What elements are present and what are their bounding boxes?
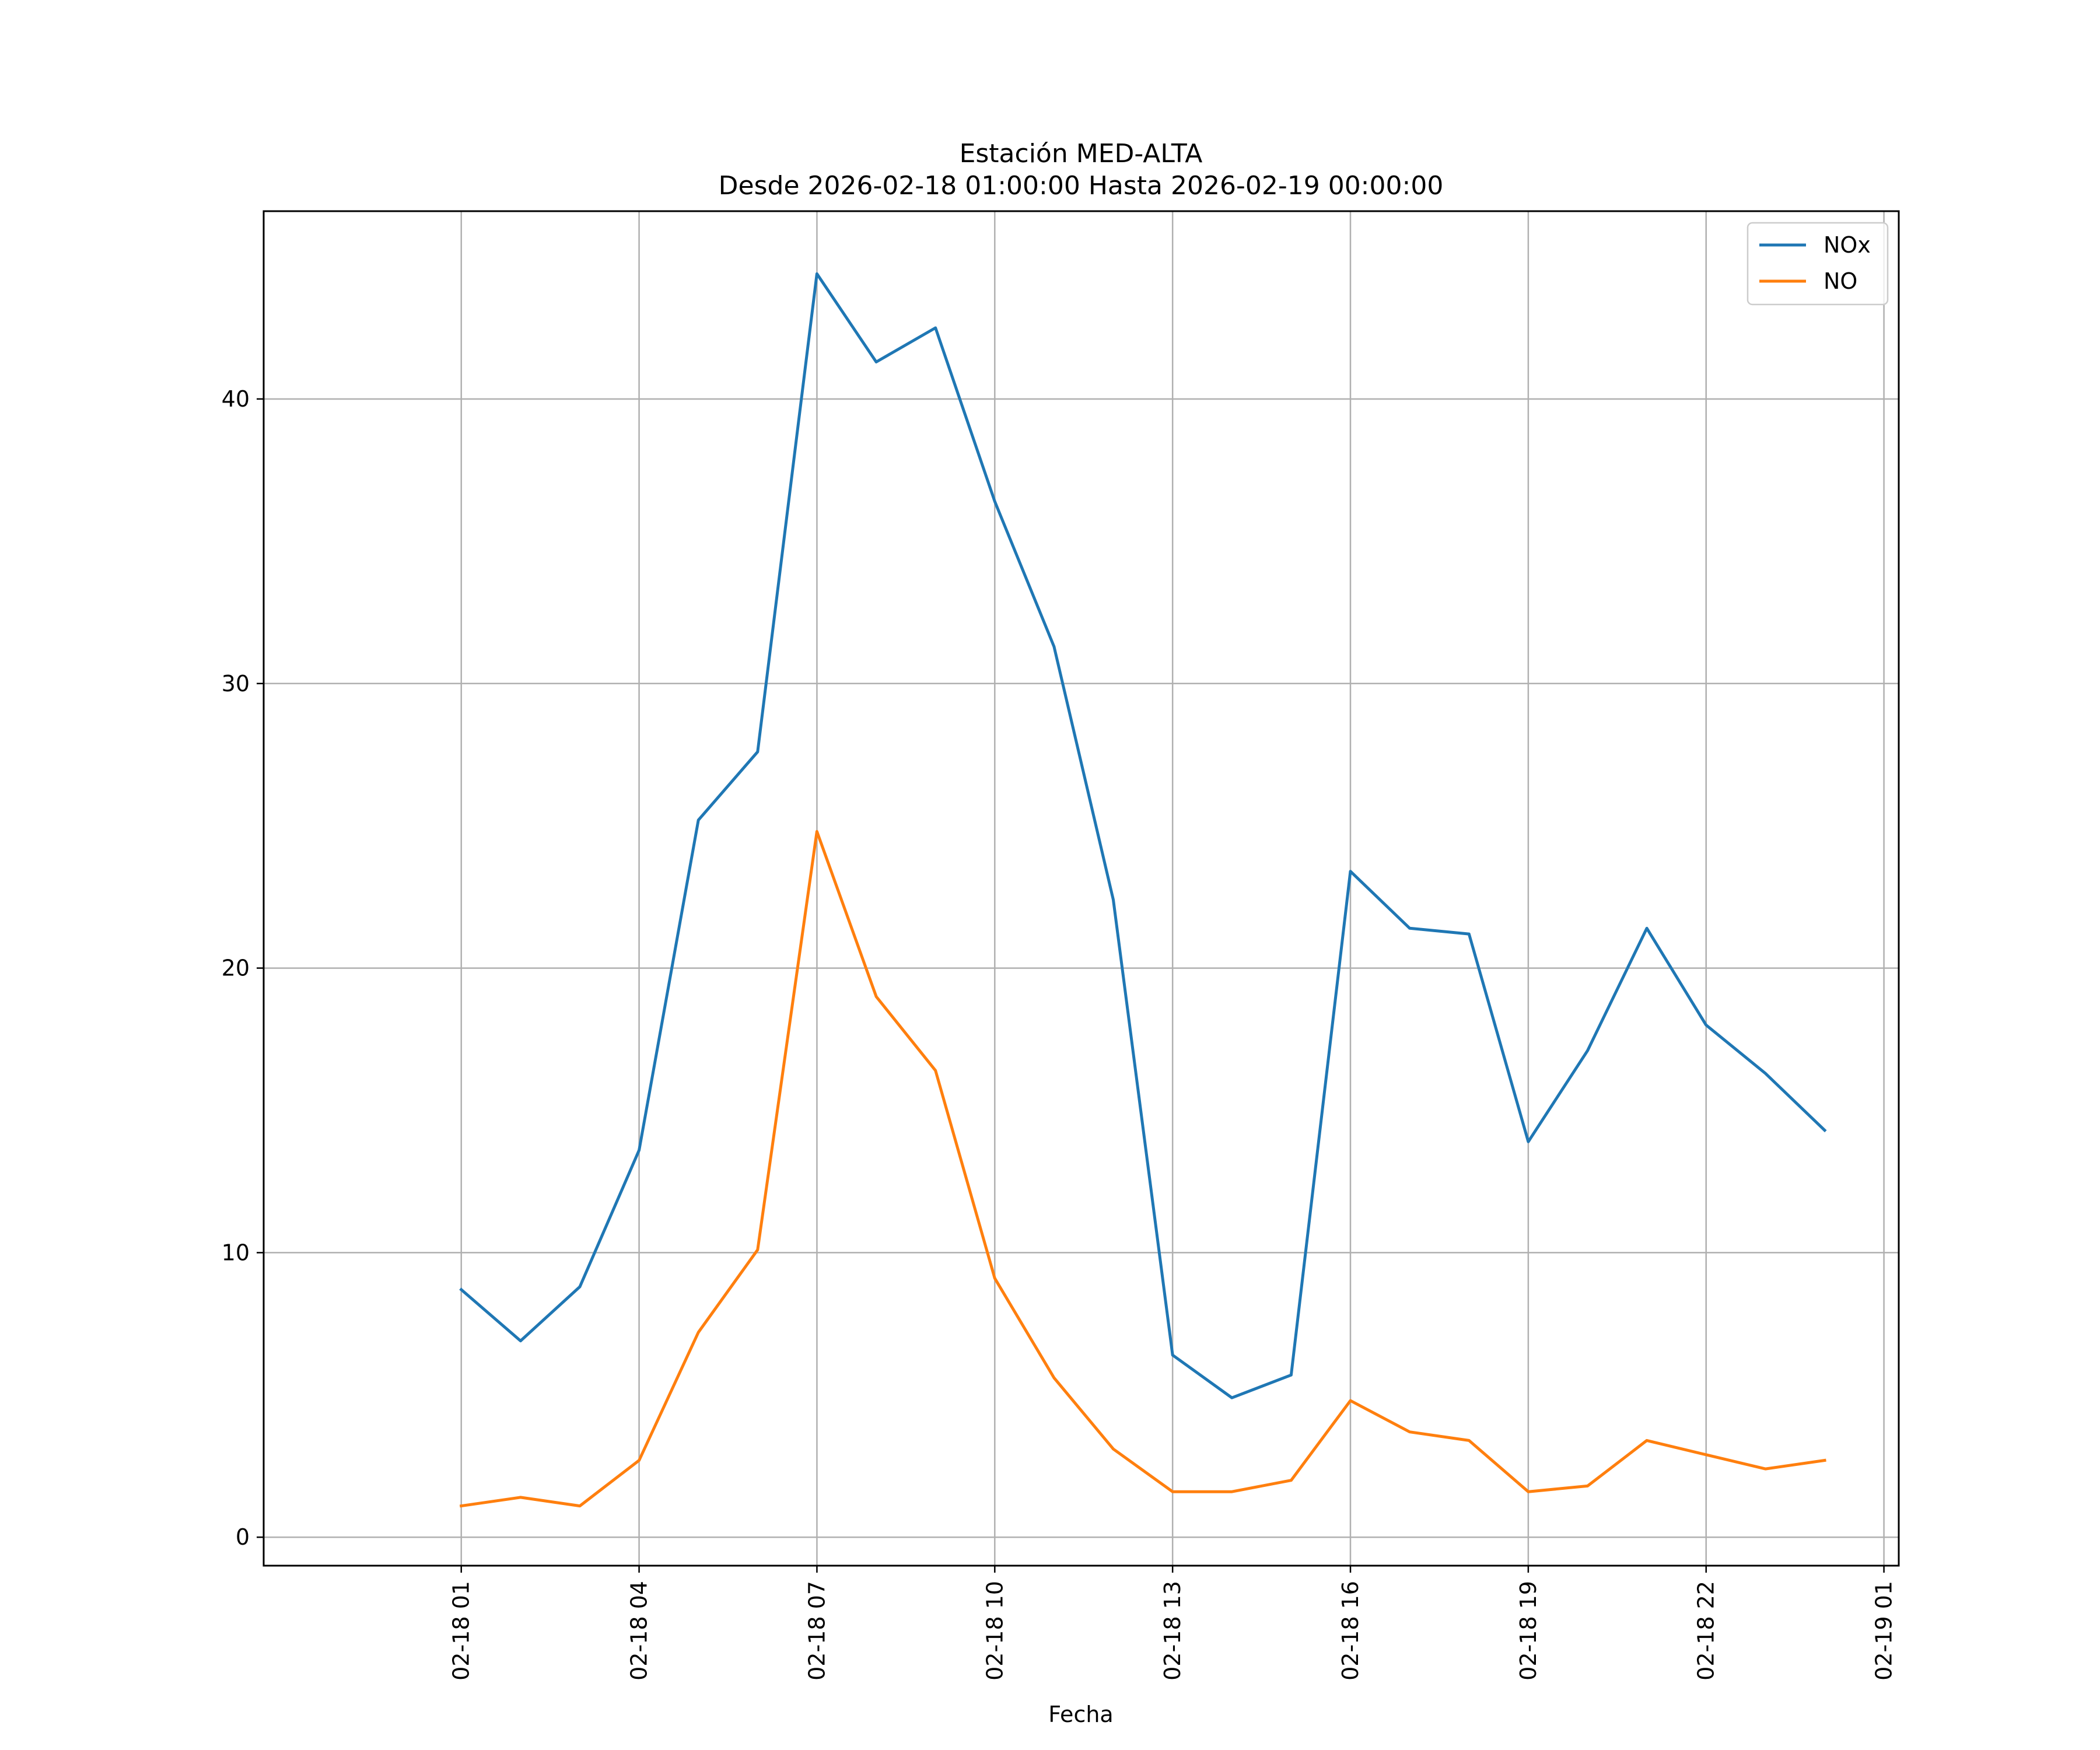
x-tick-label: 02-18 04	[626, 1581, 652, 1681]
legend-label-no: NO	[1824, 268, 1857, 294]
chart-title-line-2: Desde 2026-02-18 01:00:00 Hasta 2026-02-…	[719, 171, 1444, 201]
grid-lines	[264, 211, 1899, 1566]
x-axis-ticks: 02-18 01 02-18 04 02-18 07 02-18 10 02-18 13…	[449, 1566, 1897, 1681]
series-lines	[459, 272, 1827, 1508]
x-tick-label: 02-18 10	[982, 1581, 1007, 1681]
y-tick-label: 10	[222, 1240, 250, 1265]
x-tick-label: 02-18 13	[1160, 1581, 1185, 1681]
x-tick-label: 02-18 16	[1338, 1581, 1363, 1681]
y-tick-label: 20	[222, 956, 250, 981]
y-tick-label: 0	[236, 1524, 250, 1550]
x-tick-label: 02-18 19	[1516, 1581, 1541, 1681]
legend-box	[1746, 222, 1889, 306]
x-tick-label: 02-19 01	[1871, 1581, 1897, 1681]
chart-title-line-1: Estación MED-ALTA	[960, 139, 1203, 169]
x-axis-label: Fecha	[1048, 1702, 1113, 1727]
axes-frame	[262, 210, 1900, 1567]
x-tick-label: 02-18 01	[449, 1581, 474, 1681]
y-tick-label: 30	[222, 671, 250, 696]
y-axis-ticks: 0 10 20 30 40	[222, 386, 264, 1550]
plot-area	[264, 211, 1899, 1566]
legend: NOx NO	[1746, 222, 1889, 306]
series-line-no	[459, 830, 1826, 1508]
legend-label-nox: NOx	[1824, 232, 1871, 258]
x-tick-label: 02-18 22	[1693, 1581, 1719, 1681]
x-tick-label: 02-18 07	[804, 1581, 830, 1681]
y-tick-label: 40	[222, 386, 250, 412]
series-line-nox	[459, 272, 1827, 1399]
